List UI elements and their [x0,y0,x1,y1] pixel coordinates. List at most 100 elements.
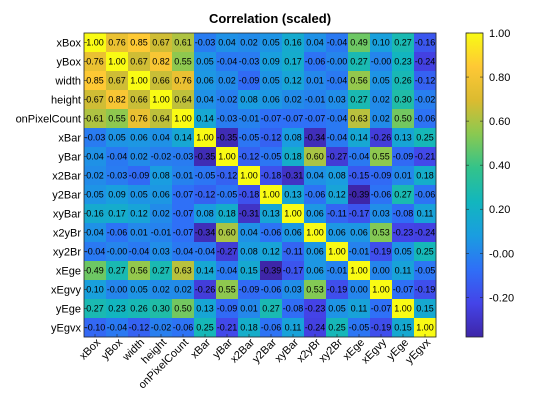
cell-value-label: 0.05 [108,133,126,143]
y-tick-label: xEgvy [51,285,81,297]
heatmap-cell [260,147,283,167]
cell-value-label: 0.02 [152,209,170,219]
cell-value-label: 0.67 [86,95,104,105]
heatmap-cell [282,71,305,91]
cell-value-label: 0.05 [130,285,148,295]
cell-value-label: 0.27 [394,190,412,200]
heatmap-cell [216,261,239,281]
heatmap-cell [150,109,173,129]
heatmap-cell [260,242,283,262]
heatmap-cell [84,52,107,72]
y-axis-tick-labels: xBox yBox width height onPixelCount xBar yBar x… [16,38,87,335]
heatmap-cell [260,204,283,224]
heatmap-cell [304,242,327,262]
cell-value-label: -0.21 [217,323,238,333]
heatmap-cell [414,166,437,186]
heatmap-cell [326,204,349,224]
heatmap-cell [106,280,129,300]
heatmap-cell [260,318,283,338]
cell-value-label: 1.00 [130,76,148,86]
heatmap-cell [238,90,261,110]
heatmap-cell [370,242,393,262]
heatmap-cell [150,52,173,72]
heatmap-cell [128,147,151,167]
heatmap-cell [194,261,217,281]
heatmap-cell [326,223,349,243]
cell-value-label: -0.16 [415,38,436,48]
heatmap-cell [84,204,107,224]
heatmap-cell [84,280,107,300]
heatmap-cell [370,204,393,224]
cell-value-label: 0.10 [372,38,390,48]
cell-value-label: 0.64 [152,114,170,124]
y-tick-label: onPixelCount [16,114,81,126]
cell-value-label: -0.12 [129,323,150,333]
heatmap-cell [194,166,217,186]
cell-value-label: 0.06 [328,228,346,238]
heatmap-cell [106,242,129,262]
cell-value-label: -0.07 [283,114,304,124]
heatmap-cell [282,242,305,262]
heatmap-cell [194,299,217,319]
cell-value-label: 0.06 [306,266,324,276]
cell-value-label: -0.08 [393,209,414,219]
heatmap-cell [414,261,437,281]
heatmap-cell [238,242,261,262]
heatmap-cell [348,280,371,300]
heatmap-cell [216,166,239,186]
cell-value-label: 1.00 [372,285,390,295]
cell-value-label: -0.06 [415,114,436,124]
heatmap-cell [84,33,107,53]
cell-value-label: 1.00 [284,209,302,219]
heatmap-cell [392,223,415,243]
cell-value-label: -0.39 [349,190,370,200]
heatmap-cell [128,52,151,72]
cell-value-label: 0.27 [108,266,126,276]
cell-value-label: -0.04 [107,323,128,333]
cell-value-label: -0.04 [327,76,348,86]
heatmap-cell [370,109,393,129]
cell-value-label: 1.00 [86,38,104,48]
cell-value-label: 0.11 [285,323,302,333]
cell-value-label: 0.06 [306,209,324,219]
cell-value-label: -0.00 [371,57,392,67]
heatmap-cell [238,223,261,243]
heatmap-cell [326,242,349,262]
heatmap-cell [150,185,173,205]
cell-value-label: 0.27 [394,38,412,48]
cell-value-label: 1.00 [240,171,258,181]
cell-value-label: -0.23 [305,304,326,314]
heatmap-cell [194,128,217,148]
x-tick-label: yBox [99,336,125,362]
heatmap-cell [172,261,195,281]
cell-value-label: 0.55 [372,152,390,162]
cell-value-label: 0.02 [174,285,192,295]
cell-value-label: -0.01 [239,114,260,124]
cell-value-label: -0.06 [173,323,194,333]
cell-value-label: -0.05 [239,133,260,143]
cell-value-label: 1.00 [152,95,170,105]
heatmap-cell [370,261,393,281]
cell-value-label: 1.00 [108,57,126,67]
cell-value-label: 0.27 [152,266,170,276]
cell-value-label: 0.60 [306,152,324,162]
heatmap-cell [304,128,327,148]
cell-value-label: 0.04 [306,171,324,181]
cell-value-label: 0.06 [350,228,368,238]
cell-value-label: -0.09 [129,171,150,181]
heatmap-cell [392,242,415,262]
cell-value-label: 0.18 [240,323,258,333]
cell-value-label: -0.26 [371,133,392,143]
heatmap-cell [414,204,437,224]
heatmap-cell [304,318,327,338]
cell-value-label: 0.14 [174,133,192,143]
heatmap-cell [304,109,327,129]
cell-value-label: 0.04 [306,38,324,48]
heatmap-cell [128,299,151,319]
cell-value-label: -0.06 [371,190,392,200]
heatmap-cell [282,204,305,224]
heatmap-cell [414,52,437,72]
cell-value-label: -0.05 [261,152,282,162]
heatmap-cell [172,147,195,167]
